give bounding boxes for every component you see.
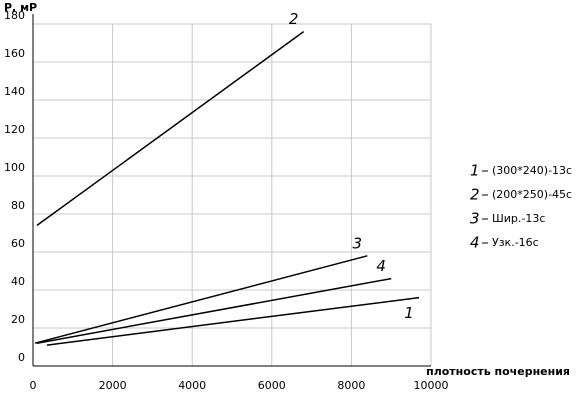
y-tick-label: 0 [18, 351, 25, 364]
line-tag: 1 [404, 304, 414, 322]
y-axis-title: Р, мР [4, 1, 37, 14]
x-tick-label: 2000 [99, 379, 127, 392]
y-tick-label: 180 [4, 9, 25, 22]
legend-number: 2 [470, 186, 480, 204]
legend-label: (300*240)-13с [492, 164, 572, 177]
y-tick-label: 80 [11, 199, 25, 212]
line-tag: 2 [289, 10, 299, 28]
line-tag: 4 [376, 257, 386, 275]
legend-label: (200*250)-45с [492, 188, 572, 201]
y-tick-label: 100 [4, 161, 25, 174]
x-tick-label: 10000 [414, 379, 449, 392]
legend-number: 1 [470, 162, 480, 180]
x-tick-label: 4000 [178, 379, 206, 392]
y-tick-label: 40 [11, 275, 25, 288]
x-tick-label: 8000 [337, 379, 365, 392]
series-line [36, 277, 392, 344]
legend-label: Узк.-16с [492, 236, 539, 249]
legend-number: 4 [470, 234, 480, 252]
y-tick-label: 160 [4, 47, 25, 60]
y-tick-label: 140 [4, 85, 25, 98]
series-line [36, 30, 305, 227]
legend-label: Шир.-13с [492, 212, 545, 225]
y-tick-label: 120 [4, 123, 25, 136]
x-tick-label: 6000 [258, 379, 286, 392]
line-tag: 3 [353, 234, 363, 252]
x-axis-title: плотность почернения [426, 365, 570, 378]
series-line [34, 255, 368, 344]
legend-number: 3 [470, 210, 480, 228]
series-line [46, 296, 420, 346]
x-tick-label: 0 [30, 379, 37, 392]
y-tick-label: 60 [11, 237, 25, 250]
y-tick-label: 20 [11, 313, 25, 326]
